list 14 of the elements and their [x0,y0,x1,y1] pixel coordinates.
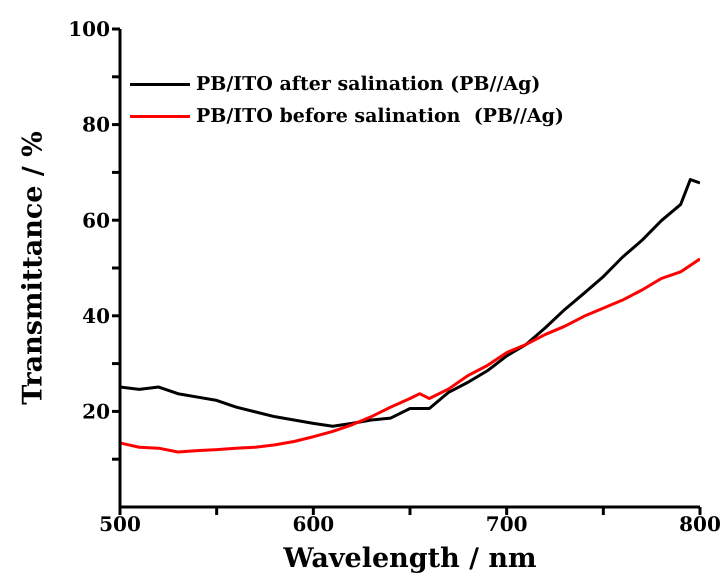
x-tick-label: 500 [99,512,141,536]
y-tick-label: 100 [68,17,110,42]
legend-label: PB/ITO after salination (PB//Ag) [196,72,540,97]
y-axis-title: Transmittance / % [18,131,49,405]
line-series [120,257,700,454]
x-axis-title: Wavelength / nm [282,543,537,574]
y-tick-label: 20 [82,400,110,424]
x-tick-label: 800 [679,512,721,536]
x-tick-label: 600 [292,512,334,536]
x-tick-label: 700 [486,512,528,536]
y-tick-label: 80 [82,112,110,137]
legend-label: PB/ITO before salination (PB//Ag) [196,104,564,129]
y-tick-label: 40 [82,304,110,328]
y-tick-label: 60 [82,208,110,232]
